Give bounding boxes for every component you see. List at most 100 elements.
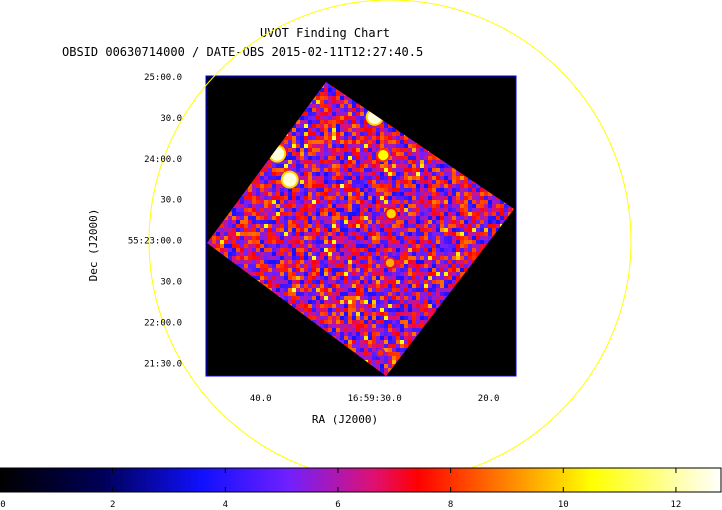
noise-pixel: [248, 236, 252, 240]
noise-pixel: [392, 140, 396, 144]
noise-pixel: [408, 228, 412, 232]
noise-pixel: [352, 324, 356, 328]
noise-pixel: [332, 308, 336, 312]
noise-pixel: [348, 220, 352, 224]
noise-pixel: [424, 288, 428, 292]
noise-pixel: [388, 160, 392, 164]
noise-pixel: [312, 252, 316, 256]
noise-pixel: [304, 160, 308, 164]
noise-pixel: [352, 180, 356, 184]
noise-pixel: [448, 264, 452, 268]
noise-pixel: [424, 164, 428, 168]
noise-pixel: [388, 204, 392, 208]
noise-pixel: [372, 128, 376, 132]
noise-pixel: [384, 228, 388, 232]
noise-pixel: [472, 232, 476, 236]
noise-pixel: [472, 224, 476, 228]
noise-pixel: [276, 268, 280, 272]
noise-pixel: [324, 136, 328, 140]
noise-pixel: [328, 256, 332, 260]
noise-pixel: [340, 316, 344, 320]
noise-pixel: [372, 164, 376, 168]
noise-pixel: [416, 240, 420, 244]
noise-pixel: [324, 92, 328, 96]
noise-pixel: [332, 108, 336, 112]
noise-pixel: [372, 252, 376, 256]
noise-pixel: [272, 228, 276, 232]
noise-pixel: [468, 216, 472, 220]
noise-pixel: [456, 280, 460, 284]
noise-pixel: [516, 136, 520, 140]
noise-pixel: [368, 320, 372, 324]
noise-pixel: [400, 240, 404, 244]
noise-pixel: [416, 248, 420, 252]
noise-pixel: [404, 152, 408, 156]
noise-pixel: [340, 164, 344, 168]
noise-pixel: [336, 264, 340, 268]
noise-pixel: [292, 240, 296, 244]
noise-pixel: [400, 224, 404, 228]
noise-pixel: [276, 220, 280, 224]
noise-pixel: [516, 252, 520, 256]
noise-pixel: [300, 196, 304, 200]
noise-pixel: [444, 240, 448, 244]
noise-pixel: [432, 192, 436, 196]
noise-pixel: [384, 204, 388, 208]
noise-pixel: [408, 188, 412, 192]
noise-pixel: [408, 276, 412, 280]
noise-pixel: [428, 160, 432, 164]
noise-pixel: [348, 104, 352, 108]
noise-pixel: [332, 296, 336, 300]
noise-pixel: [336, 248, 340, 252]
noise-pixel: [312, 212, 316, 216]
noise-pixel: [348, 208, 352, 212]
noise-pixel: [220, 244, 224, 248]
noise-pixel: [352, 184, 356, 188]
noise-pixel: [304, 188, 308, 192]
noise-pixel: [452, 252, 456, 256]
noise-pixel: [248, 204, 252, 208]
noise-pixel: [304, 208, 308, 212]
noise-pixel: [416, 252, 420, 256]
noise-pixel: [312, 104, 316, 108]
noise-pixel: [324, 128, 328, 132]
noise-pixel: [248, 244, 252, 248]
noise-pixel: [300, 276, 304, 280]
noise-pixel: [368, 124, 372, 128]
noise-pixel: [412, 216, 416, 220]
noise-pixel: [272, 240, 276, 244]
noise-pixel: [300, 236, 304, 240]
noise-pixel: [392, 292, 396, 296]
noise-pixel: [284, 292, 288, 296]
noise-pixel: [348, 184, 352, 188]
noise-pixel: [432, 284, 436, 288]
noise-pixel: [356, 284, 360, 288]
noise-pixel: [308, 236, 312, 240]
noise-pixel: [388, 300, 392, 304]
noise-pixel: [272, 212, 276, 216]
noise-pixel: [332, 280, 336, 284]
noise-pixel: [308, 172, 312, 176]
noise-pixel: [304, 156, 308, 160]
noise-pixel: [312, 116, 316, 120]
noise-pixel: [416, 300, 420, 304]
noise-pixel: [468, 248, 472, 252]
noise-pixel: [308, 316, 312, 320]
noise-pixel: [428, 188, 432, 192]
noise-pixel: [368, 232, 372, 236]
noise-pixel: [388, 148, 392, 152]
noise-pixel: [292, 192, 296, 196]
noise-pixel: [316, 196, 320, 200]
noise-pixel: [472, 244, 476, 248]
noise-pixel: [356, 128, 360, 132]
noise-pixel: [428, 240, 432, 244]
noise-pixel: [340, 144, 344, 148]
noise-pixel: [344, 220, 348, 224]
noise-pixel: [396, 252, 400, 256]
noise-pixel: [344, 184, 348, 188]
noise-pixel: [516, 296, 520, 300]
noise-pixel: [332, 184, 336, 188]
noise-pixel: [472, 208, 476, 212]
noise-pixel: [388, 192, 392, 196]
noise-pixel: [380, 124, 384, 128]
